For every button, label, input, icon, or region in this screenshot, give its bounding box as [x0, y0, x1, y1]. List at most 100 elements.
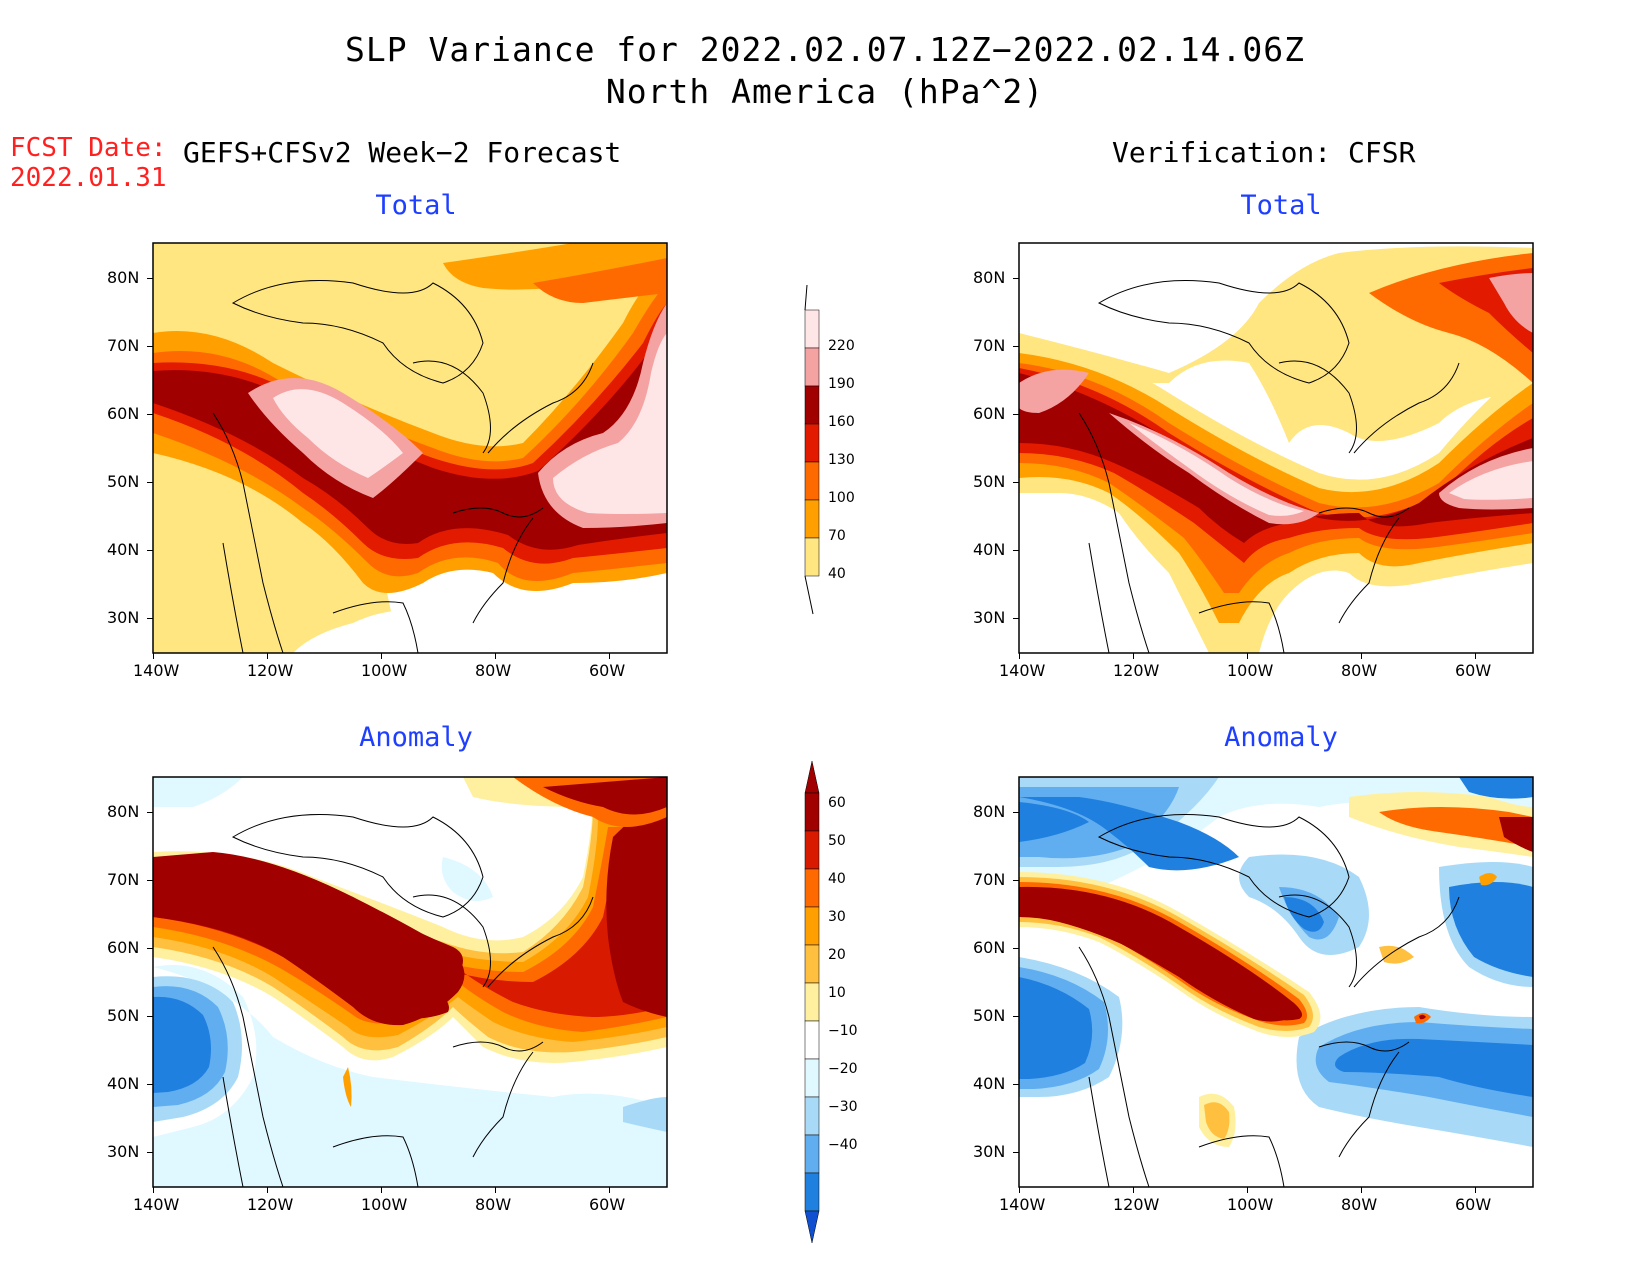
lat-tick-mark	[1013, 346, 1019, 347]
lat-tick-mark	[147, 550, 153, 551]
lon-tick-mark	[1133, 653, 1134, 659]
left-column-header: GEFS+CFSv2 Week−2 Forecast	[183, 136, 622, 169]
map-forecast-total	[152, 242, 668, 654]
lon-tick-mark	[495, 1187, 496, 1193]
lat-tick-mark	[1013, 1084, 1019, 1085]
panel-title-forecast-total: Total	[375, 190, 457, 221]
lat-tick-mark	[1013, 880, 1019, 881]
lat-tick-label: 50N	[107, 472, 140, 491]
lon-tick-label: 100W	[1227, 1195, 1274, 1214]
lon-tick-mark	[381, 653, 382, 659]
lat-tick-mark	[1013, 618, 1019, 619]
lon-tick-label: 60W	[1455, 1195, 1492, 1214]
colorbar-anomaly-label: 30	[828, 909, 846, 925]
lon-tick-label: 80W	[475, 661, 512, 680]
lon-tick-mark	[1361, 653, 1362, 659]
colorbar-swatch	[804, 868, 820, 908]
lat-tick-mark	[147, 618, 153, 619]
colorbar-swatch	[804, 944, 820, 984]
lat-tick-label: 40N	[973, 1074, 1006, 1093]
colorbar-anomaly-label: 50	[828, 833, 846, 849]
forecast-date-label: FCST Date:	[10, 133, 167, 163]
lat-tick-mark	[1013, 948, 1019, 949]
lon-tick-label: 100W	[361, 1195, 408, 1214]
colorbar-swatch	[804, 1096, 820, 1136]
lat-tick-label: 80N	[973, 268, 1006, 287]
lat-tick-label: 60N	[107, 938, 140, 957]
map-forecast-anomaly	[152, 776, 668, 1188]
lat-tick-mark	[147, 278, 153, 279]
lon-tick-mark	[1019, 653, 1020, 659]
colorbar-swatch	[804, 537, 820, 577]
lon-tick-label: 120W	[1113, 1195, 1160, 1214]
colorbar-swatch	[804, 385, 820, 425]
lon-tick-mark	[381, 1187, 382, 1193]
colorbar-anomaly-label: −20	[828, 1061, 858, 1077]
lon-tick-mark	[1247, 1187, 1248, 1193]
lat-tick-mark	[147, 1016, 153, 1017]
lat-tick-label: 70N	[973, 336, 1006, 355]
lon-tick-label: 80W	[475, 1195, 512, 1214]
lat-tick-label: 50N	[973, 472, 1006, 491]
lon-tick-label: 140W	[999, 1195, 1046, 1214]
lat-tick-mark	[1013, 550, 1019, 551]
lon-tick-label: 80W	[1341, 661, 1378, 680]
colorbar-total-label: 160	[828, 414, 855, 430]
colorbar-anomaly-label: 40	[828, 871, 846, 887]
lon-tick-mark	[1019, 1187, 1020, 1193]
lat-tick-label: 60N	[107, 404, 140, 423]
lat-tick-label: 80N	[107, 268, 140, 287]
lat-tick-label: 30N	[973, 608, 1006, 627]
colorbar-lower-extension	[804, 1210, 820, 1244]
colorbar-swatch	[804, 982, 820, 1022]
lon-tick-label: 140W	[999, 661, 1046, 680]
lat-tick-label: 50N	[107, 1006, 140, 1025]
lon-tick-label: 60W	[1455, 661, 1492, 680]
colorbar-total	[804, 284, 820, 615]
lat-tick-label: 60N	[973, 938, 1006, 957]
colorbar-upper-tip	[804, 284, 808, 311]
lon-tick-mark	[1361, 1187, 1362, 1193]
right-column-header: Verification: CFSR	[1112, 136, 1416, 169]
colorbar-swatch	[804, 792, 820, 832]
colorbar-anomaly	[804, 760, 820, 1244]
colorbar-anomaly-label: 20	[828, 947, 846, 963]
main-title: SLP Variance for 2022.02.07.12Z−2022.02.…	[345, 30, 1305, 69]
lat-tick-label: 40N	[107, 1074, 140, 1093]
colorbar-lower-tip	[804, 575, 814, 615]
lat-tick-label: 70N	[107, 336, 140, 355]
colorbar-swatch	[804, 1172, 820, 1212]
colorbar-swatch	[804, 423, 820, 463]
lon-tick-mark	[267, 1187, 268, 1193]
panel-title-verification-anomaly: Anomaly	[1224, 722, 1338, 753]
lat-tick-label: 60N	[973, 404, 1006, 423]
main-subtitle: North America (hPa^2)	[605, 72, 1045, 111]
lat-tick-mark	[1013, 1016, 1019, 1017]
colorbar-swatch	[804, 1134, 820, 1174]
lon-tick-mark	[1475, 653, 1476, 659]
lat-tick-mark	[147, 414, 153, 415]
lon-tick-mark	[1475, 1187, 1476, 1193]
lon-tick-label: 140W	[133, 1195, 180, 1214]
lon-tick-mark	[495, 653, 496, 659]
lon-tick-label: 60W	[589, 661, 626, 680]
lon-tick-label: 100W	[1227, 661, 1274, 680]
lat-tick-mark	[1013, 1152, 1019, 1153]
colorbar-swatch	[804, 1058, 820, 1098]
lat-tick-label: 40N	[107, 540, 140, 559]
lon-tick-label: 80W	[1341, 1195, 1378, 1214]
colorbar-total-label: 100	[828, 490, 855, 506]
colorbar-swatch	[804, 309, 820, 349]
lon-tick-label: 120W	[247, 1195, 294, 1214]
lat-tick-mark	[147, 1152, 153, 1153]
colorbar-upper-extension	[804, 760, 820, 794]
lat-tick-label: 80N	[107, 802, 140, 821]
panel-title-verification-total: Total	[1240, 190, 1322, 221]
colorbar-anomaly-label: 60	[828, 795, 846, 811]
lon-tick-label: 140W	[133, 661, 180, 680]
lat-tick-label: 30N	[107, 608, 140, 627]
lat-tick-label: 70N	[973, 870, 1006, 889]
colorbar-total-label: 190	[828, 376, 855, 392]
lon-tick-mark	[153, 653, 154, 659]
lat-tick-label: 50N	[973, 1006, 1006, 1025]
